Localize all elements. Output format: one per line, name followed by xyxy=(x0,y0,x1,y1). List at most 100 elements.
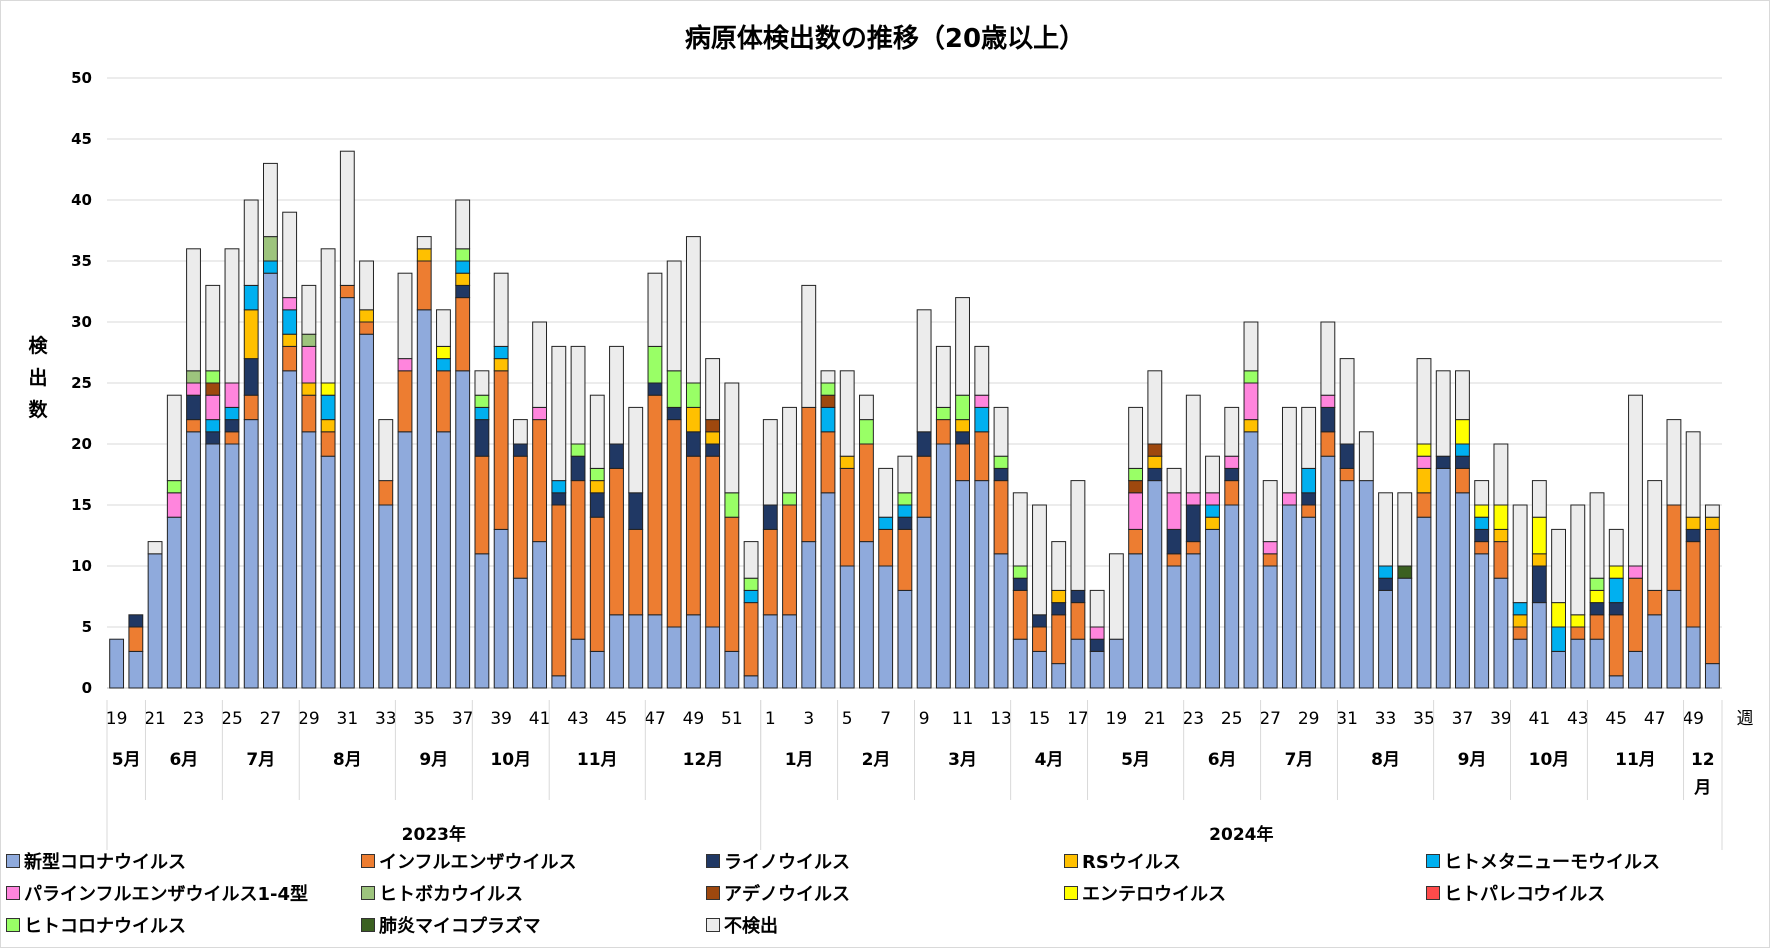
bar-segment-entero xyxy=(1493,504,1509,530)
bar-segment-flu xyxy=(128,626,144,652)
x-tick-week: 41 xyxy=(529,709,551,729)
bar-segment-para xyxy=(1089,626,1105,640)
x-tick-week: 27 xyxy=(260,709,282,729)
bar-segment-neg xyxy=(1339,358,1355,445)
bar-segment-flu xyxy=(1455,467,1470,494)
bar-segment-covid xyxy=(1647,614,1663,689)
bar-segment-covid xyxy=(1166,565,1182,689)
bar-segment-covid xyxy=(1685,626,1701,689)
bar-segment-rs xyxy=(493,358,509,372)
bar-segment-flu xyxy=(1012,589,1028,640)
bar-segment-hmpv xyxy=(282,309,298,335)
bar-segment-neg xyxy=(705,358,721,421)
bar-segment-rs xyxy=(455,272,471,286)
bar-segment-neg xyxy=(532,321,548,408)
bar-segment-neg xyxy=(378,419,394,482)
legend-item-para: パラインフルエンザウイルス1-4型 xyxy=(6,880,308,906)
legend-item-adeno: アデノウイルス xyxy=(706,880,850,906)
bar-segment-neg xyxy=(263,162,278,238)
bar-segment-neg xyxy=(1378,492,1393,567)
bar-segment-neg xyxy=(1551,528,1566,604)
bar-segment-neg xyxy=(1435,370,1451,457)
x-tick-month: 8月 xyxy=(1371,750,1400,770)
bar-segment-flu xyxy=(589,516,605,652)
bar-segment-neg xyxy=(666,260,682,372)
bar-segment-flu xyxy=(1512,626,1528,640)
bar-segment-covid xyxy=(186,431,201,689)
x-tick-month: 8月 xyxy=(333,750,362,770)
bar-segment-entero xyxy=(1416,443,1432,457)
bar-segment-hmpv xyxy=(224,406,240,421)
legend-label: パラインフルエンザウイルス1-4型 xyxy=(24,884,308,905)
bar-segment-covid xyxy=(1128,553,1144,689)
bar-segment-rs xyxy=(243,309,259,360)
bar-segment-hcov xyxy=(859,419,874,445)
legend-swatch xyxy=(1426,886,1440,900)
bar-segment-entero xyxy=(1608,565,1624,579)
x-tick-month: 2月 xyxy=(862,750,891,770)
bar-segment-flu xyxy=(339,284,355,299)
bar-segment-neg xyxy=(1685,431,1701,518)
bar-segment-hmpv xyxy=(493,345,509,360)
bar-segment-hcov xyxy=(1589,577,1605,591)
bar-segment-neg xyxy=(782,406,797,494)
legend-label: ヒトコロナウイルス xyxy=(24,916,186,937)
bar-segment-flu xyxy=(878,528,894,567)
bar-segment-hcov xyxy=(205,370,221,384)
x-tick-week: 11 xyxy=(952,709,974,729)
bar-segment-covid xyxy=(705,626,721,689)
legend-label: インフルエンザウイルス xyxy=(379,852,577,873)
y-tick-label: 50 xyxy=(71,69,92,87)
bar-segment-neg xyxy=(859,394,874,421)
bar-segment-covid xyxy=(205,443,221,689)
bar-segment-covid xyxy=(532,541,548,689)
bar-segment-hcov xyxy=(589,467,605,482)
bar-segment-flu xyxy=(647,394,663,616)
bar-segment-adeno xyxy=(820,394,836,408)
x-tick-week: 49 xyxy=(683,709,705,729)
bar-segment-para xyxy=(166,492,182,518)
y-tick-label: 35 xyxy=(71,252,92,270)
bar-segment-rs xyxy=(1685,516,1701,530)
bar-segment-flu xyxy=(1128,528,1144,555)
x-tick-week: 31 xyxy=(337,709,359,729)
bar-segment-hcov xyxy=(1128,467,1144,482)
bar-segment-neg xyxy=(186,248,201,372)
bar-segment-covid xyxy=(762,614,778,689)
x-tick-week: 33 xyxy=(375,709,397,729)
bar-segment-rhino xyxy=(551,492,567,506)
bar-segment-covid xyxy=(339,297,355,689)
bar-segment-neg xyxy=(147,541,163,555)
legend-item-parecho: ヒトパレコウイルス xyxy=(1426,880,1605,906)
bar-segment-hmpv xyxy=(1474,516,1490,530)
y-tick-label: 40 xyxy=(71,191,92,209)
x-tick-week: 37 xyxy=(1452,709,1474,729)
bar-segment-rhino xyxy=(1166,528,1182,555)
bar-segment-rhino xyxy=(1589,602,1605,616)
x-tick-week: 15 xyxy=(1029,709,1051,729)
bar-segment-neg xyxy=(1281,406,1297,494)
legend-swatch xyxy=(6,886,20,900)
bar-segment-neg xyxy=(1032,504,1047,616)
bar-segment-neg xyxy=(1185,394,1201,494)
bar-segment-para xyxy=(301,345,317,384)
bar-segment-para xyxy=(282,297,298,311)
bar-segment-rhino xyxy=(1608,602,1624,616)
legend-label: ヒトパレコウイルス xyxy=(1444,884,1606,905)
legend-item-hmpv: ヒトメタニューモウイルス xyxy=(1426,848,1660,874)
bar-segment-covid xyxy=(147,553,163,689)
bar-segment-flu xyxy=(1474,541,1490,555)
legend-item-flu: インフルエンザウイルス xyxy=(361,848,576,874)
bar-segment-rs xyxy=(1147,455,1163,469)
bar-segment-flu xyxy=(1570,626,1586,640)
bar-segment-covid xyxy=(1589,638,1605,689)
bar-segment-rhino xyxy=(243,358,259,396)
x-tick-month: 月 xyxy=(1693,778,1711,798)
bar-segment-rhino xyxy=(1051,602,1067,616)
bar-segment-covid xyxy=(993,553,1009,689)
bar-segment-rs xyxy=(839,455,855,469)
bar-segment-neg xyxy=(1455,370,1470,421)
bar-segment-rs xyxy=(955,419,970,433)
bar-segment-flu xyxy=(782,504,797,616)
